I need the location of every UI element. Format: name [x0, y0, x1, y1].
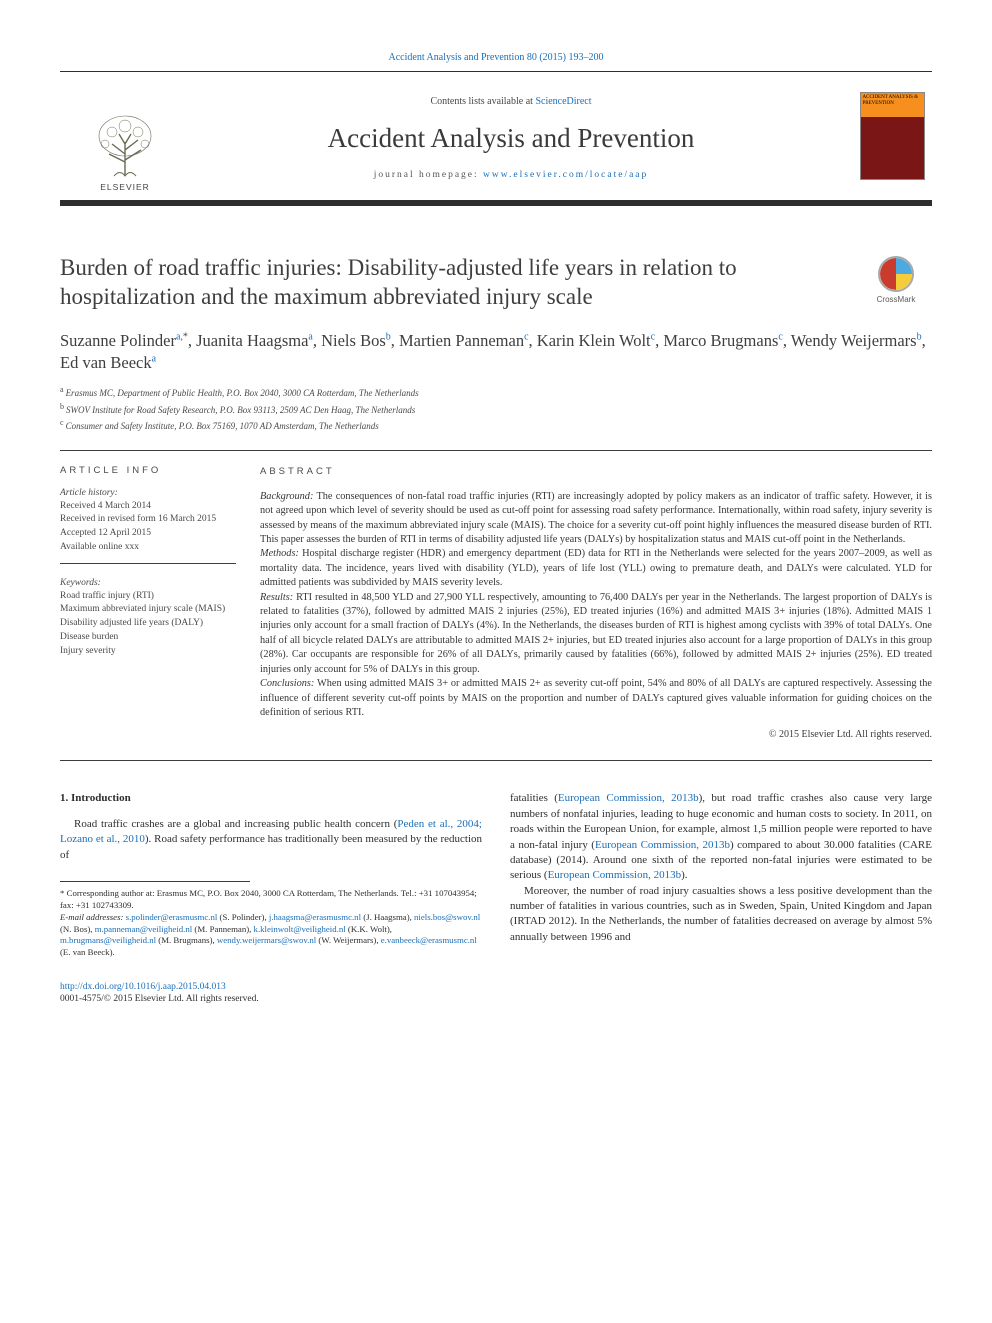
email-addresses: E-mail addresses: s.polinder@erasmusmc.n…: [60, 912, 482, 960]
journal-title: Accident Analysis and Prevention: [170, 123, 852, 154]
history-line: Accepted 12 April 2015: [60, 527, 236, 541]
footer: http://dx.doi.org/10.1016/j.aap.2015.04.…: [60, 981, 932, 1006]
citation-line: Accident Analysis and Prevention 80 (201…: [60, 52, 932, 63]
crossmark-badge[interactable]: CrossMark: [860, 256, 932, 304]
footnote-rule: [60, 881, 250, 882]
masthead-right: ACCIDENT ANALYSIS & PREVENTION: [852, 80, 932, 192]
history-line: Received in revised form 16 March 2015: [60, 513, 236, 527]
elsevier-wordmark: ELSEVIER: [100, 182, 150, 192]
article-info-head: ARTICLE INFO: [60, 465, 236, 476]
keyword: Disability adjusted life years (DALY): [60, 617, 236, 631]
crossmark-label: CrossMark: [860, 295, 932, 304]
citation-link[interactable]: European Commission, 2013b: [595, 839, 730, 851]
section-head: 1. Introduction: [60, 791, 482, 806]
homepage-link[interactable]: www.elsevier.com/locate/aap: [483, 170, 648, 180]
masthead-center: Contents lists available at ScienceDirec…: [170, 80, 852, 192]
sciencedirect-link[interactable]: ScienceDirect: [535, 96, 591, 107]
corresponding-author-note: * Corresponding author at: Erasmus MC, P…: [60, 888, 482, 912]
contents-prefix: Contents lists available at: [430, 96, 535, 107]
masthead-left: ELSEVIER: [60, 80, 170, 192]
citation-link[interactable]: Accident Analysis and Prevention 80 (201…: [389, 52, 604, 63]
author-list: Suzanne Polindera,*, Juanita Haagsmaa, N…: [60, 330, 932, 375]
keyword: Injury severity: [60, 645, 236, 659]
affiliation-b: bSWOV Institute for Road Safety Research…: [60, 401, 932, 418]
abstract-head: ABSTRACT: [260, 465, 932, 478]
elsevier-tree-icon: [90, 114, 160, 179]
homepage-prefix: journal homepage:: [374, 170, 483, 180]
article-title: Burden of road traffic injuries: Disabil…: [60, 254, 848, 312]
issn-copyright: 0001-4575/© 2015 Elsevier Ltd. All right…: [60, 993, 932, 1005]
cover-text: ACCIDENT ANALYSIS & PREVENTION: [863, 95, 919, 106]
abstract-methods: Methods: Hospital discharge register (HD…: [260, 547, 932, 590]
abstract-results: Results: RTI resulted in 48,500 YLD and …: [260, 591, 932, 677]
body-columns: 1. Introduction Road traffic crashes are…: [60, 791, 932, 959]
citation-link[interactable]: European Commission, 2013b: [548, 869, 682, 881]
page-container: Accident Analysis and Prevention 80 (201…: [0, 0, 992, 1046]
abstract-col: ABSTRACT Background: The consequences of…: [260, 465, 932, 743]
citation-link[interactable]: European Commission, 2013b: [558, 792, 699, 804]
body-col-left: 1. Introduction Road traffic crashes are…: [60, 791, 482, 959]
title-block: Burden of road traffic injuries: Disabil…: [60, 254, 932, 312]
body-col-right: fatalities (European Commission, 2013b),…: [510, 791, 932, 959]
journal-cover-thumbnail: ACCIDENT ANALYSIS & PREVENTION: [860, 92, 925, 180]
footnotes: * Corresponding author at: Erasmus MC, P…: [60, 888, 482, 959]
keyword: Disease burden: [60, 631, 236, 645]
keywords-head: Keywords:: [60, 578, 236, 588]
contents-line: Contents lists available at ScienceDirec…: [170, 96, 852, 107]
masthead: ELSEVIER Contents lists available at Sci…: [60, 71, 932, 201]
abstract-conclusions: Conclusions: When using admitted MAIS 3+…: [260, 677, 932, 720]
abstract-background: Background: The consequences of non-fata…: [260, 490, 932, 548]
history-head: Article history:: [60, 488, 236, 498]
keyword: Road traffic injury (RTI): [60, 590, 236, 604]
abstract-copyright: © 2015 Elsevier Ltd. All rights reserved…: [260, 728, 932, 742]
doi-link[interactable]: http://dx.doi.org/10.1016/j.aap.2015.04.…: [60, 982, 226, 992]
journal-homepage-line: journal homepage: www.elsevier.com/locat…: [170, 170, 852, 180]
elsevier-logo: ELSEVIER: [80, 102, 170, 192]
meta-abstract-row: ARTICLE INFO Article history: Received 4…: [60, 451, 932, 762]
crossmark-icon: [878, 256, 914, 292]
body-paragraph: Moreover, the number of road injury casu…: [510, 884, 932, 946]
affiliation-a: aErasmus MC, Department of Public Health…: [60, 384, 932, 401]
affiliation-c: cConsumer and Safety Institute, P.O. Box…: [60, 417, 932, 434]
history-line: Available online xxx: [60, 541, 236, 555]
body-paragraph: fatalities (European Commission, 2013b),…: [510, 791, 932, 883]
keyword: Maximum abbreviated injury scale (MAIS): [60, 603, 236, 617]
body-paragraph: Road traffic crashes are a global and in…: [60, 817, 482, 863]
affiliations: aErasmus MC, Department of Public Health…: [60, 384, 932, 434]
history-line: Received 4 March 2014: [60, 500, 236, 514]
article-info-col: ARTICLE INFO Article history: Received 4…: [60, 465, 260, 743]
